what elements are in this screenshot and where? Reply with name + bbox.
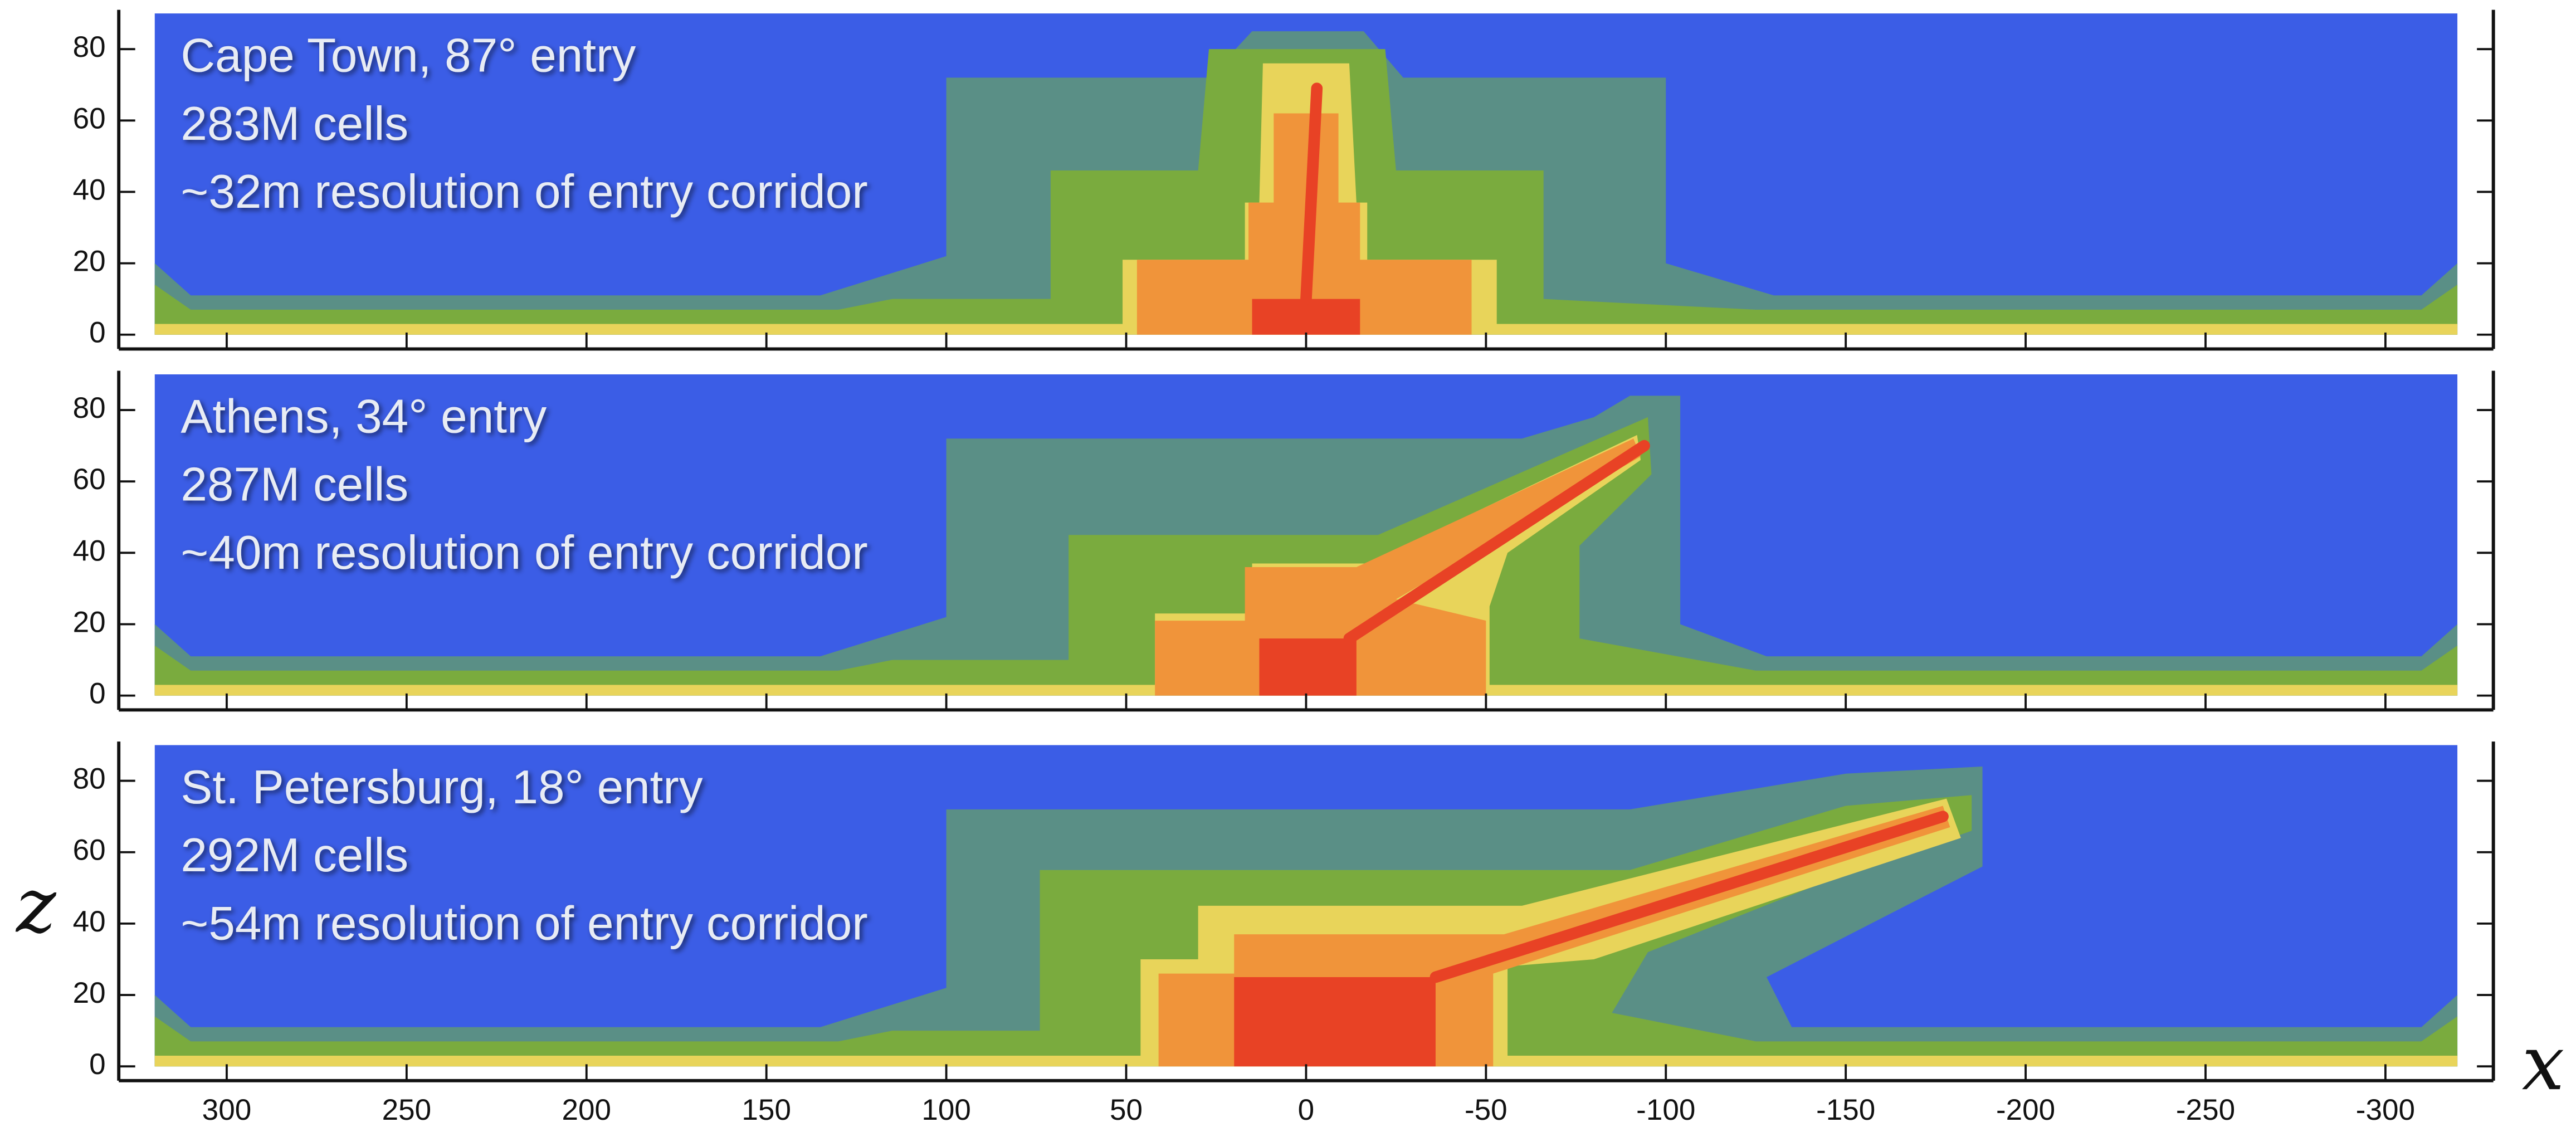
refinement-region [1234,977,1436,1067]
x-tick-label: 0 [1298,1094,1315,1126]
x-axis-label: x [2522,1019,2565,1107]
entry-corridor [1343,440,1650,645]
entry-corridor [1300,82,1323,305]
panel-annotation: 292M cells [180,829,408,882]
refinement-region [1252,299,1360,335]
panel-annotation: ~40m resolution of entry corridor [180,526,867,579]
panel: 0 20 40 60 80 St. Petersburg, 18° entry 292M c… [73,741,2495,1082]
x-tick-label: 50 [1110,1094,1143,1126]
x-tick-label: -300 [2356,1094,2415,1126]
y-tick-label: 80 [73,31,106,64]
y-tick-label: 0 [89,677,106,710]
x-tick-label: -100 [1636,1094,1695,1126]
y-tick-label: 0 [89,316,106,349]
panel-annotation: Athens, 34° entry [180,391,547,443]
refinement-region [1259,638,1357,696]
y-tick-label: 60 [73,463,106,496]
x-tick-label: -200 [1996,1094,2055,1126]
y-tick-label: 60 [73,834,106,867]
x-tick-label: 250 [382,1094,432,1126]
y-tick-label: 20 [73,245,106,278]
panel-annotation: ~54m resolution of entry corridor [180,897,867,950]
y-tick-label: 80 [73,392,106,424]
x-tick-label: 300 [202,1094,252,1126]
panel: 0 20 40 60 80 Athens, 34° entry 287M cells ~40m… [73,370,2495,712]
refinement-region [154,435,2458,696]
panel-annotation: 287M cells [180,458,408,511]
refinement-region [1155,438,1641,696]
y-tick-label: 0 [89,1048,106,1081]
x-tick-label: 100 [921,1094,971,1126]
y-tick-label: 20 [73,606,106,639]
y-tick-label: 20 [73,977,106,1009]
panel-annotation: ~32m resolution of entry corridor [180,165,867,218]
y-tick-label: 40 [73,534,106,567]
panel-annotation: St. Petersburg, 18° entry [180,761,703,814]
refinement-region [154,798,2458,1067]
y-tick-label: 40 [73,905,106,938]
x-tick-label: -150 [1816,1094,1875,1126]
x-tick-label: -50 [1465,1094,1507,1126]
panel: 0 20 40 60 80 Cape Town, 87° entry 283M cells ~… [73,9,2495,351]
y-tick-label: 80 [73,763,106,796]
panel-annotation: Cape Town, 87° entry [180,30,636,82]
entry-corridor [1430,811,1949,983]
x-tick-label: 150 [741,1094,791,1126]
panel-annotation: 283M cells [180,97,408,150]
x-tick-label: -250 [2176,1094,2235,1126]
y-tick-label: 40 [73,173,106,206]
x-tick-label: 200 [562,1094,612,1126]
y-tick-label: 60 [73,102,106,135]
refinement-region [154,417,2458,696]
y-axis-label: z [15,861,57,949]
